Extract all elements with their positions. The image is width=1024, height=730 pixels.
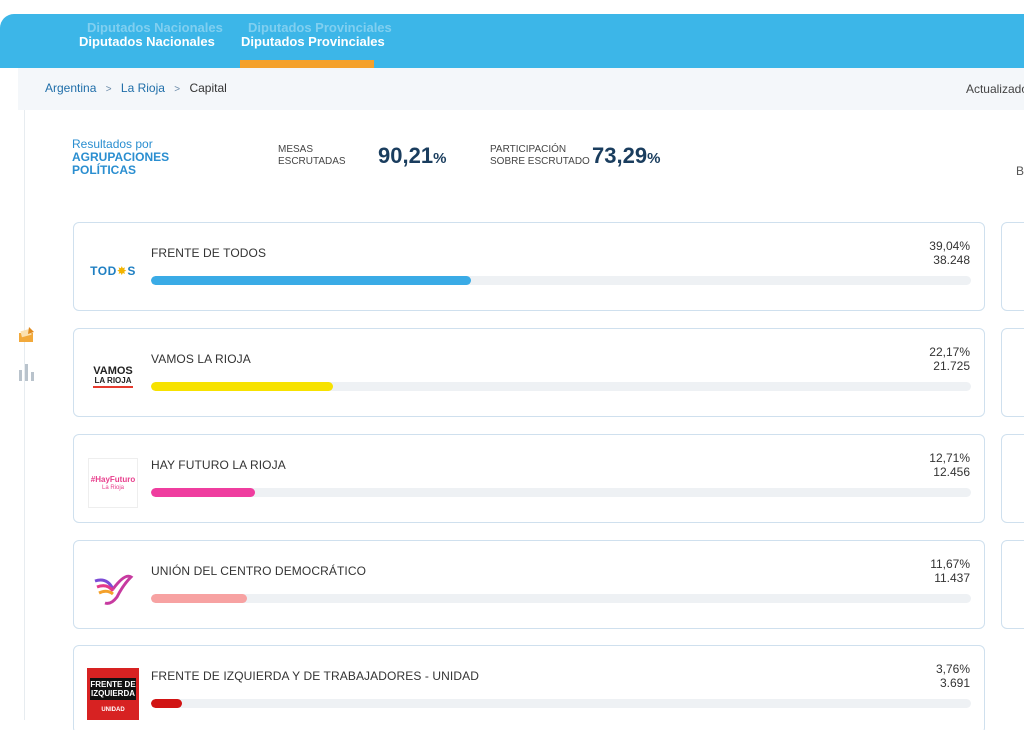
dove-icon — [94, 574, 134, 605]
updated-label: Actualizado — [965, 82, 1024, 96]
tab-diputados-nacionales[interactable]: Diputados Nacionales — [79, 34, 215, 49]
todos-logo-text-b: S — [127, 264, 136, 278]
side-card — [1001, 328, 1024, 417]
tab-ghost-provinciales: Diputados Provinciales — [248, 20, 392, 35]
progress-track — [151, 382, 971, 391]
breadcrumb: Argentina > La Rioja > Capital — [45, 81, 227, 95]
fit-logo-line1: FRENTE DE — [90, 680, 136, 689]
progress-fill — [151, 276, 472, 285]
side-card — [1001, 222, 1024, 311]
ucede-logo — [87, 563, 139, 615]
party-name: FRENTE DE TODOS — [151, 246, 267, 260]
progress-track — [151, 594, 971, 603]
vamos-logo: VAMOS LA RIOJA — [87, 351, 139, 403]
hayfuturo-logo-line1: #HayFuturo — [90, 475, 136, 484]
breadcrumb-separator: > — [105, 84, 112, 95]
fit-logo-line2: IZQUIERDA — [91, 689, 135, 698]
progress-fill — [151, 382, 333, 391]
participacion-pct-sign: % — [647, 150, 661, 167]
party-card[interactable]: FRENTE DE IZQUIERDA UNIDAD FRENTE DE IZQ… — [73, 645, 985, 730]
progress-track — [151, 699, 971, 708]
side-card — [1001, 540, 1024, 629]
party-percent: 39,04% — [929, 239, 970, 253]
party-percent: 12,71% — [929, 451, 970, 465]
party-card[interactable]: TOD✸S FRENTE DE TODOS 39,04% 38.248 — [73, 222, 985, 311]
mesas-number: 90,21 — [378, 143, 434, 168]
party-votes: 3.691 — [939, 676, 970, 690]
participacion-value: 73,29% — [592, 143, 660, 169]
mesas-pct-sign: % — [433, 150, 447, 167]
party-name: HAY FUTURO LA RIOJA — [151, 458, 286, 472]
vamos-logo-line1: VAMOS — [93, 365, 133, 377]
party-votes: 38.248 — [933, 253, 970, 267]
participacion-label-line2: SOBRE ESCRUTADO — [490, 156, 590, 167]
participacion-label-line1: PARTICIPACIÓN — [490, 144, 567, 155]
side-panel-letter: B — [1016, 164, 1024, 178]
hayfuturo-logo-line2: La Rioja — [101, 485, 124, 491]
results-label-line3: POLÍTICAS — [72, 163, 137, 177]
mesas-label-line1: MESAS — [278, 144, 314, 155]
bar-chart-icon[interactable] — [17, 362, 37, 382]
todos-logo: TOD✸S — [87, 245, 139, 297]
results-label-line1: Resultados por — [72, 137, 153, 151]
breadcrumb-bar: Argentina > La Rioja > Capital Actualiza… — [18, 68, 1024, 110]
ballot-icon[interactable] — [17, 324, 37, 344]
results-label-line2: AGRUPACIONES — [72, 150, 170, 164]
party-name: FRENTE DE IZQUIERDA Y DE TRABAJADORES - … — [151, 669, 479, 683]
progress-track — [151, 276, 971, 285]
party-votes: 12.456 — [933, 465, 970, 479]
active-tab-indicator — [240, 60, 374, 68]
party-percent: 3,76% — [935, 662, 970, 676]
party-votes: 21.725 — [933, 359, 970, 373]
tab-ghost-nacionales: Diputados Nacionales — [87, 20, 223, 35]
mesas-value: 90,21% — [378, 143, 446, 169]
progress-fill — [151, 699, 182, 708]
party-name: UNIÓN DEL CENTRO DEMOCRÁTICO — [151, 564, 367, 578]
results-by-label: Resultados por AGRUPACIONES POLÍTICAS — [72, 138, 169, 177]
progress-track — [151, 488, 971, 497]
progress-fill — [151, 594, 247, 603]
participacion-label: PARTICIPACIÓN SOBRE ESCRUTADO — [490, 144, 590, 168]
vamos-logo-line2: LA RIOJA — [93, 376, 133, 388]
mesas-label: MESAS ESCRUTADAS — [278, 144, 346, 168]
todos-logo-text-a: TOD — [90, 264, 117, 278]
breadcrumb-current: Capital — [189, 81, 227, 95]
party-votes: 11.437 — [934, 571, 970, 585]
breadcrumb-la-rioja[interactable]: La Rioja — [120, 81, 165, 95]
fit-logo: FRENTE DE IZQUIERDA UNIDAD — [87, 668, 139, 720]
sun-icon: ✸ — [116, 264, 128, 278]
party-name: VAMOS LA RIOJA — [151, 352, 251, 366]
tab-diputados-provinciales[interactable]: Diputados Provinciales — [241, 34, 385, 49]
party-card[interactable]: UNIÓN DEL CENTRO DEMOCRÁTICO 11,67% 11.4… — [73, 540, 985, 629]
mesas-label-line2: ESCRUTADAS — [278, 156, 346, 167]
breadcrumb-separator: > — [174, 84, 181, 95]
party-card[interactable]: #HayFuturo La Rioja HAY FUTURO LA RIOJA … — [73, 434, 985, 523]
party-percent: 11,67% — [930, 557, 970, 571]
hayfuturo-logo: #HayFuturo La Rioja — [87, 457, 139, 509]
side-card — [1001, 434, 1024, 523]
progress-fill — [151, 488, 256, 497]
participacion-number: 73,29 — [592, 143, 648, 168]
fit-logo-line3: UNIDAD — [101, 707, 125, 713]
breadcrumb-argentina[interactable]: Argentina — [45, 81, 97, 95]
party-percent: 22,17% — [929, 345, 970, 359]
party-card[interactable]: VAMOS LA RIOJA VAMOS LA RIOJA 22,17% 21.… — [73, 328, 985, 417]
left-rail-divider — [24, 110, 25, 720]
top-nav-bar: Diputados Nacionales Diputados Provincia… — [0, 14, 1024, 68]
